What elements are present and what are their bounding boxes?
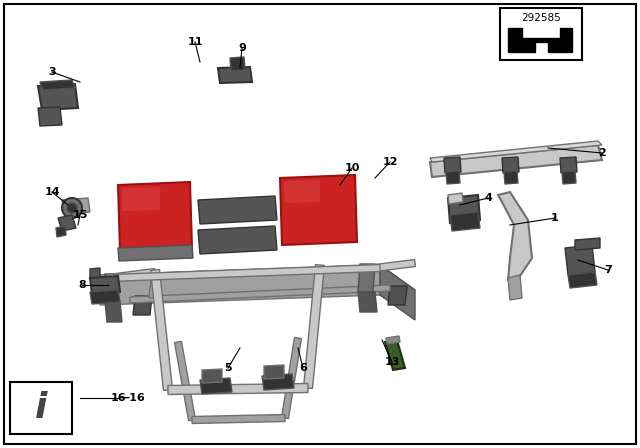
Polygon shape xyxy=(565,245,595,275)
Polygon shape xyxy=(175,341,195,421)
Polygon shape xyxy=(303,265,324,388)
Polygon shape xyxy=(122,187,160,211)
Polygon shape xyxy=(388,286,407,305)
Polygon shape xyxy=(40,80,75,90)
Circle shape xyxy=(62,198,82,218)
Text: 16: 16 xyxy=(110,393,126,403)
Polygon shape xyxy=(118,245,193,261)
Polygon shape xyxy=(62,198,90,214)
Polygon shape xyxy=(130,285,390,303)
Text: 5: 5 xyxy=(224,363,232,373)
Polygon shape xyxy=(58,215,76,231)
Polygon shape xyxy=(508,28,572,52)
Polygon shape xyxy=(133,296,152,315)
Text: 2: 2 xyxy=(598,148,606,158)
Polygon shape xyxy=(192,414,285,423)
Polygon shape xyxy=(282,337,301,418)
Polygon shape xyxy=(446,171,460,184)
Polygon shape xyxy=(386,336,400,344)
Text: —16: —16 xyxy=(118,393,145,403)
Polygon shape xyxy=(105,302,122,322)
Polygon shape xyxy=(218,67,252,83)
Text: 4: 4 xyxy=(484,193,492,203)
Text: 10: 10 xyxy=(344,163,360,173)
Polygon shape xyxy=(430,145,602,177)
Text: 14: 14 xyxy=(44,187,60,197)
Polygon shape xyxy=(575,238,600,250)
Circle shape xyxy=(67,203,77,213)
Polygon shape xyxy=(103,274,120,302)
Polygon shape xyxy=(110,264,380,281)
Bar xyxy=(500,8,582,60)
Polygon shape xyxy=(38,107,62,126)
Text: 7: 7 xyxy=(604,265,612,275)
Polygon shape xyxy=(38,84,78,110)
Polygon shape xyxy=(562,171,576,184)
Polygon shape xyxy=(358,292,377,312)
Polygon shape xyxy=(374,259,415,271)
Text: i: i xyxy=(35,391,47,425)
Polygon shape xyxy=(284,180,320,203)
Polygon shape xyxy=(264,365,284,379)
Polygon shape xyxy=(498,192,532,282)
Polygon shape xyxy=(448,195,480,223)
Polygon shape xyxy=(444,157,461,173)
Polygon shape xyxy=(385,340,405,370)
Text: 12: 12 xyxy=(382,157,397,167)
Bar xyxy=(10,382,72,434)
Polygon shape xyxy=(502,157,519,173)
Polygon shape xyxy=(149,271,158,298)
Polygon shape xyxy=(198,226,277,254)
Polygon shape xyxy=(560,157,577,173)
Polygon shape xyxy=(358,264,375,292)
Polygon shape xyxy=(100,265,380,305)
Text: 13: 13 xyxy=(384,357,400,367)
Text: 11: 11 xyxy=(188,37,203,47)
Polygon shape xyxy=(150,270,172,391)
Polygon shape xyxy=(90,268,100,278)
Text: 6: 6 xyxy=(299,363,307,373)
Text: 292585: 292585 xyxy=(521,13,561,23)
Polygon shape xyxy=(450,212,480,231)
Text: 1: 1 xyxy=(551,213,559,223)
Polygon shape xyxy=(202,369,222,383)
Text: 8: 8 xyxy=(78,280,86,290)
Polygon shape xyxy=(380,265,415,320)
Polygon shape xyxy=(108,268,156,281)
Polygon shape xyxy=(90,290,120,304)
Polygon shape xyxy=(430,141,602,162)
Polygon shape xyxy=(118,182,192,251)
Polygon shape xyxy=(168,383,308,395)
Text: 9: 9 xyxy=(238,43,246,53)
Polygon shape xyxy=(448,193,463,204)
Polygon shape xyxy=(90,276,120,294)
Polygon shape xyxy=(508,275,522,300)
Polygon shape xyxy=(568,272,597,288)
Text: 15: 15 xyxy=(72,210,88,220)
Polygon shape xyxy=(198,196,277,224)
Polygon shape xyxy=(230,57,245,71)
Polygon shape xyxy=(100,265,415,300)
Polygon shape xyxy=(262,374,294,390)
Text: 3: 3 xyxy=(48,67,56,77)
Polygon shape xyxy=(280,175,357,245)
Polygon shape xyxy=(504,171,518,184)
Polygon shape xyxy=(56,226,66,237)
Polygon shape xyxy=(200,378,232,394)
